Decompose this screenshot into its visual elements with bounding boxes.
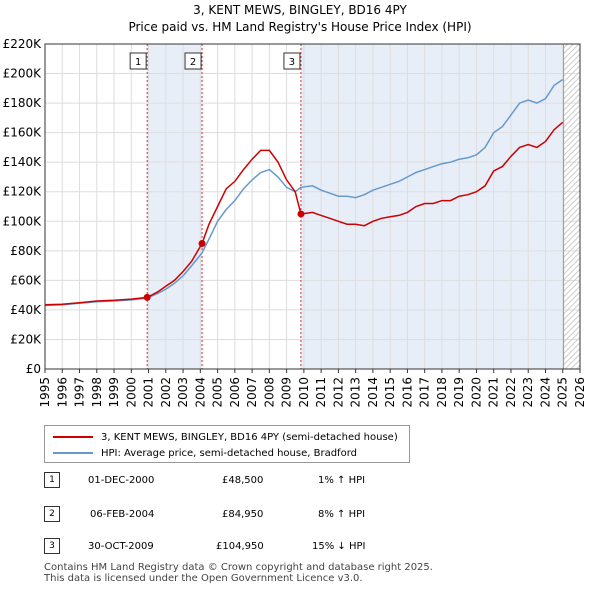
x-tick-label: 2009 [280,377,294,408]
sale-label-number-1: 1 [135,57,141,68]
future-hatch [563,44,580,369]
x-tick-label: 2024 [538,377,552,408]
chart-legend: 3, KENT MEWS, BINGLEY, BD16 4PY (semi-de… [44,425,410,463]
x-tick-label: 2021 [487,377,501,408]
x-tick-label: 2017 [418,377,432,408]
sale-hpi-delta: 15% ↓ HPI [312,541,366,552]
sale-hpi-delta: 8% ↑ HPI [318,509,366,520]
x-tick-label: 2012 [331,377,345,408]
x-tick-label: 1995 [38,377,52,408]
x-tick-label: 2019 [452,377,466,408]
sale-price: £48,500 [222,475,264,486]
x-tick-label: 2006 [228,377,242,408]
chart-subtitle: Price paid vs. HM Land Registry's House … [128,20,472,34]
x-tick-label: 2011 [314,377,328,408]
sale-price: £104,950 [216,541,264,552]
x-tick-label: 2016 [400,377,414,408]
x-tick-label: 1999 [107,377,121,408]
sale-point-2 [198,240,206,248]
footer-notice: Contains HM Land Registry data © Crown c… [44,562,433,584]
y-tick-label: £160K [3,126,43,140]
plot-frame [44,43,581,370]
footer-line-licence: This data is licensed under the Open Gov… [44,573,363,584]
sale-label-number-2: 2 [190,57,196,68]
sale-point-1 [143,293,151,301]
sale-number-badge: 3 [44,538,60,554]
shade-sale-1-2 [147,44,203,369]
chart-series [44,78,564,307]
sale-date: 06-FEB-2004 [90,509,155,520]
y-tick-label: £220K [3,37,43,51]
x-tick-label: 2014 [366,377,380,408]
sale-date: 01-DEC-2000 [88,475,155,486]
y-tick-label: £180K [3,96,43,110]
x-tick-label: 2001 [142,377,156,408]
sale-label-number-3: 3 [289,57,295,68]
sale-period-shading [147,44,564,369]
y-tick-label: £120K [3,185,43,199]
sale-row: 3 30-OCT-2009 £104,950 15% ↓ HPI [44,538,564,556]
x-tick-label: 2015 [383,377,397,408]
x-tick-label: 2023 [521,377,535,408]
x-tick-label: 2022 [504,377,518,408]
sale-price: £84,950 [222,509,264,520]
legend-hpi-swatch [53,452,93,454]
sale-hpi-delta: 1% ↑ HPI [318,475,366,486]
sale-date: 30-OCT-2009 [88,541,154,552]
sale-row: 2 06-FEB-2004 £84,950 8% ↑ HPI [44,506,564,524]
x-tick-label: 2018 [435,377,449,408]
x-tick-label: 2025 [556,377,570,408]
x-tick-label: 2005 [211,377,225,408]
legend-item-hpi: HPI: Average price, semi-detached house,… [53,446,357,460]
sale-row: 1 01-DEC-2000 £48,500 1% ↑ HPI [44,472,564,490]
sale-number-labels: 1 2 3 [129,52,301,70]
sale-label-box-1 [129,52,147,70]
price-paid-line [44,121,564,306]
x-tick-label: 2004 [193,377,207,408]
x-tick-label: 2008 [262,377,276,408]
x-tick-label: 1997 [73,377,87,408]
x-tick-label: 2002 [159,377,173,408]
y-tick-label: £0 [26,362,41,376]
y-tick-label: £100K [3,214,43,228]
y-tick-label: £60K [10,273,42,287]
x-tick-label: 1996 [55,377,69,408]
x-tick-label: 2000 [124,377,138,408]
x-tick-label: 2007 [245,377,259,408]
sale-label-box-2 [184,52,202,70]
chart-axes: £0 £20K £40K £60K £80K £100K £120K £140K £160K £1… [3,37,587,408]
legend-price-swatch [53,436,93,438]
x-tick-label: 2010 [297,377,311,408]
x-tick-label: 2020 [469,377,483,408]
legend-hpi-label: HPI: Average price, semi-detached house,… [101,447,357,459]
y-tick-label: £20K [10,332,42,346]
x-tick-label: 2026 [573,377,587,408]
sale-label-box-3 [283,52,301,70]
x-tick-label: 2003 [176,377,190,408]
sale-point-3 [297,210,305,218]
y-tick-label: £80K [10,244,42,258]
shade-sale-3-now [300,44,564,369]
future-region [563,44,580,369]
legend-price-label: 3, KENT MEWS, BINGLEY, BD16 4PY (semi-de… [101,431,398,443]
chart-title: 3, KENT MEWS, BINGLEY, BD16 4PY [193,3,407,17]
y-tick-label: £200K [3,67,43,81]
chart-grid [44,43,581,370]
x-tick-label: 1998 [90,377,104,408]
sale-points [143,210,305,301]
x-tick-label: 2013 [349,377,363,408]
sale-number-badge: 1 [44,472,60,488]
footer-line-copyright: Contains HM Land Registry data © Crown c… [44,562,433,573]
y-tick-label: £140K [3,155,43,169]
y-tick-label: £40K [10,303,42,317]
price-chart: £0 £20K £40K £60K £80K £100K £120K £140K £160K £1… [3,37,587,408]
hpi-line [44,78,564,307]
sale-number-badge: 2 [44,506,60,522]
legend-item-price: 3, KENT MEWS, BINGLEY, BD16 4PY (semi-de… [53,430,398,444]
